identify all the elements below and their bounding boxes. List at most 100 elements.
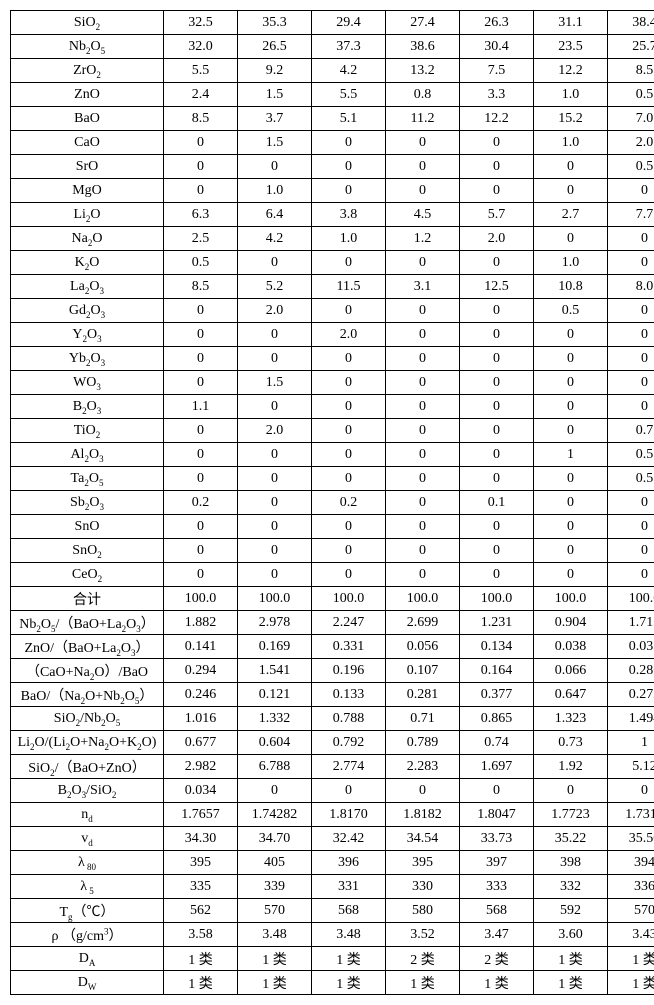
cell: 5.2	[238, 275, 312, 299]
cell: 0	[238, 443, 312, 467]
cell: 1.8170	[312, 803, 386, 827]
cell: 3.43	[608, 923, 654, 947]
cell: 2 类	[460, 947, 534, 971]
cell: 1.74282	[238, 803, 312, 827]
cell: 2.699	[386, 611, 460, 635]
table-row: Li2O/(Li2O+Na2O+K2O)0.6770.6040.7920.789…	[11, 731, 654, 755]
cell: 0	[164, 155, 238, 179]
cell: 0	[460, 563, 534, 587]
table-row: Yb2O30000000	[11, 347, 654, 371]
row-label: Al2O3	[11, 443, 164, 467]
table-row: La2O38.55.211.53.112.510.88.0	[11, 275, 654, 299]
cell: 34.70	[238, 827, 312, 851]
cell: 0.286	[608, 659, 654, 683]
cell: 7.0	[608, 107, 654, 131]
cell: 0	[312, 443, 386, 467]
cell: 11.2	[386, 107, 460, 131]
cell: 0	[460, 467, 534, 491]
cell: 0.5	[608, 443, 654, 467]
cell: 0.865	[460, 707, 534, 731]
cell: 0	[238, 347, 312, 371]
cell: 1.0	[534, 251, 608, 275]
cell: 1.7657	[164, 803, 238, 827]
table-row: Ta2O50000000.5	[11, 467, 654, 491]
cell: 1.494	[608, 707, 654, 731]
cell: 2.0	[312, 323, 386, 347]
cell: 0.74	[460, 731, 534, 755]
cell: 32.0	[164, 35, 238, 59]
cell: 1.231	[460, 611, 534, 635]
cell: 15.2	[534, 107, 608, 131]
cell: 0	[460, 347, 534, 371]
cell: 397	[460, 851, 534, 875]
row-label: Nb2O5	[11, 35, 164, 59]
row-label: Na2O	[11, 227, 164, 251]
cell: 2.283	[386, 755, 460, 779]
cell: 29.4	[312, 11, 386, 35]
cell: 1.8047	[460, 803, 534, 827]
cell: 23.5	[534, 35, 608, 59]
table-row: λ 5335339331330333332336	[11, 875, 654, 899]
cell: 0	[460, 299, 534, 323]
cell: 31.1	[534, 11, 608, 35]
cell: 0	[386, 155, 460, 179]
cell: 3.3	[460, 83, 534, 107]
cell: 27.4	[386, 11, 460, 35]
cell: 0.2	[164, 491, 238, 515]
cell: 335	[164, 875, 238, 899]
cell: 8.5	[164, 275, 238, 299]
cell: 398	[534, 851, 608, 875]
cell: 0	[460, 539, 534, 563]
cell: 2.247	[312, 611, 386, 635]
cell: 0.196	[312, 659, 386, 683]
cell: 3.48	[312, 923, 386, 947]
cell: 0	[534, 491, 608, 515]
cell: 5.12	[608, 755, 654, 779]
cell: 0	[164, 443, 238, 467]
cell: 26.3	[460, 11, 534, 35]
cell: 0	[608, 539, 654, 563]
cell: 1 类	[608, 971, 654, 995]
row-label: Ta2O5	[11, 467, 164, 491]
cell: 0	[312, 539, 386, 563]
cell: 0.5	[608, 155, 654, 179]
table-row: Nb2O5/（BaO+La2O3）1.8822.9782.2472.6991.2…	[11, 611, 654, 635]
row-label: SiO2/（BaO+ZnO）	[11, 755, 164, 779]
cell: 2.982	[164, 755, 238, 779]
cell: 6.788	[238, 755, 312, 779]
cell: 8.5	[608, 59, 654, 83]
table-row: BaO8.53.75.111.212.215.27.0	[11, 107, 654, 131]
cell: 0	[238, 491, 312, 515]
row-label: DA	[11, 947, 164, 971]
cell: 1.713	[608, 611, 654, 635]
table-row: 合计100.0100.0100.0100.0100.0100.0100.0	[11, 587, 654, 611]
cell: 405	[238, 851, 312, 875]
cell: 0.066	[534, 659, 608, 683]
cell: 0.677	[164, 731, 238, 755]
cell: 3.8	[312, 203, 386, 227]
table-row: TiO202.000000.7	[11, 419, 654, 443]
cell: 0	[238, 251, 312, 275]
cell: 1.92	[534, 755, 608, 779]
cell: 100.0	[164, 587, 238, 611]
cell: 6.3	[164, 203, 238, 227]
cell: 1 类	[164, 971, 238, 995]
cell: 0	[386, 179, 460, 203]
cell: 1.5	[238, 83, 312, 107]
cell: 13.2	[386, 59, 460, 83]
cell: 0.281	[386, 683, 460, 707]
table-row: Nb2O532.026.537.338.630.423.525.7	[11, 35, 654, 59]
cell: 0	[386, 323, 460, 347]
cell: 5.5	[312, 83, 386, 107]
cell: 0	[386, 131, 460, 155]
cell: 570	[608, 899, 654, 923]
cell: 100.0	[608, 587, 654, 611]
cell: 26.5	[238, 35, 312, 59]
row-label: B2O3	[11, 395, 164, 419]
row-label: Gd2O3	[11, 299, 164, 323]
cell: 1 类	[312, 947, 386, 971]
cell: 5.7	[460, 203, 534, 227]
cell: 0	[386, 371, 460, 395]
cell: 3.48	[238, 923, 312, 947]
cell: 0	[312, 419, 386, 443]
